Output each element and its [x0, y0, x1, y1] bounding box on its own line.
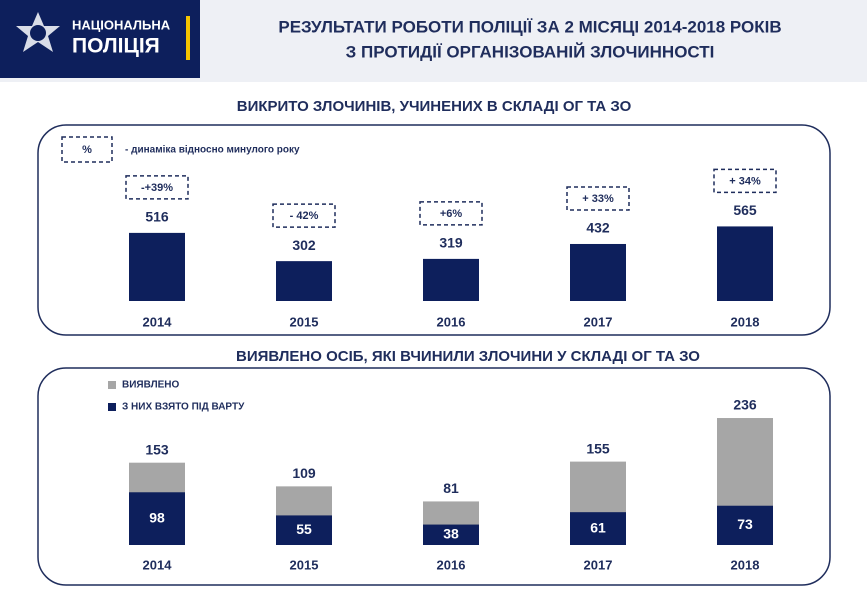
annotation-box: [125, 175, 189, 200]
annotation: +6%: [440, 208, 463, 220]
annotation-box: [272, 203, 336, 228]
bar: [423, 524, 479, 545]
chart-title: ВИЯВЛЕНО ОСІБ, ЯКІ ВЧИНИЛИ ЗЛОЧИНИ У СКЛ…: [236, 348, 700, 365]
legend-label: ВИЯВЛЕНО: [122, 380, 179, 391]
value-label: 98: [149, 509, 165, 525]
annotation: - 42%: [290, 210, 319, 222]
page-title: РЕЗУЛЬТАТИ РОБОТИ ПОЛІЦІЇ ЗА 2 МІСЯЦІ 20…: [278, 17, 781, 36]
bar: [129, 232, 185, 301]
logo-emblem: [30, 25, 46, 41]
value-label: 432: [586, 220, 610, 236]
annotation: + 33%: [582, 193, 614, 205]
annotation-box: [566, 186, 630, 211]
value-label: 73: [737, 516, 753, 532]
bar: [276, 515, 332, 545]
bar: [717, 505, 773, 545]
legend-symbol: %: [82, 144, 92, 156]
x-tick-label: 2015: [290, 557, 319, 572]
value-label: 302: [292, 237, 316, 253]
annotation: + 34%: [729, 175, 761, 187]
chart-title: ВИКРИТО ЗЛОЧИНІВ, УЧИНЕНИХ В СКЛАДІ ОГ Т…: [237, 98, 632, 115]
value-label: 55: [296, 521, 312, 537]
panel: [37, 124, 831, 336]
annotation: -+39%: [141, 182, 173, 194]
x-tick-label: 2016: [437, 314, 466, 329]
logo-text: НАЦІОНАЛЬНА: [72, 17, 171, 32]
x-tick-label: 2018: [731, 557, 760, 572]
value-label: 565: [733, 202, 757, 218]
bar: [276, 261, 332, 301]
panel: [37, 367, 831, 586]
annotation-box: [713, 168, 777, 194]
x-tick-label: 2017: [584, 557, 613, 572]
legend-box: [61, 136, 113, 163]
x-tick-label: 2014: [143, 557, 173, 572]
value-label: 319: [439, 235, 463, 251]
x-tick-label: 2018: [731, 314, 760, 329]
x-tick-label: 2017: [584, 314, 613, 329]
legend-label: З НИХ ВЗЯТО ПІД ВАРТУ: [122, 402, 245, 413]
bar: [423, 258, 479, 301]
logo-text: ПОЛІЦІЯ: [72, 35, 160, 58]
bar: [717, 226, 773, 301]
value-label: 38: [443, 525, 459, 541]
logo-bar: [186, 16, 190, 60]
value-label: 61: [590, 519, 606, 535]
x-tick-label: 2015: [290, 314, 319, 329]
value-label: 153: [145, 441, 169, 457]
bar: [570, 512, 626, 545]
value-label: 516: [145, 209, 169, 225]
legend-swatch: [108, 403, 116, 411]
legend-swatch: [108, 381, 116, 389]
x-tick-label: 2014: [143, 314, 173, 329]
bar: [129, 492, 185, 545]
annotation-box: [419, 201, 483, 226]
value-label: 109: [292, 465, 316, 481]
legend-text: - динаміка відносно минулого року: [125, 145, 300, 156]
value-label: 81: [443, 480, 459, 496]
x-tick-label: 2016: [437, 557, 466, 572]
bar: [570, 243, 626, 301]
value-label: 236: [733, 397, 757, 413]
value-label: 155: [586, 440, 610, 456]
page-title: З ПРОТИДІЇ ОРГАНІЗОВАНІЙ ЗЛОЧИННОСТІ: [346, 42, 715, 61]
